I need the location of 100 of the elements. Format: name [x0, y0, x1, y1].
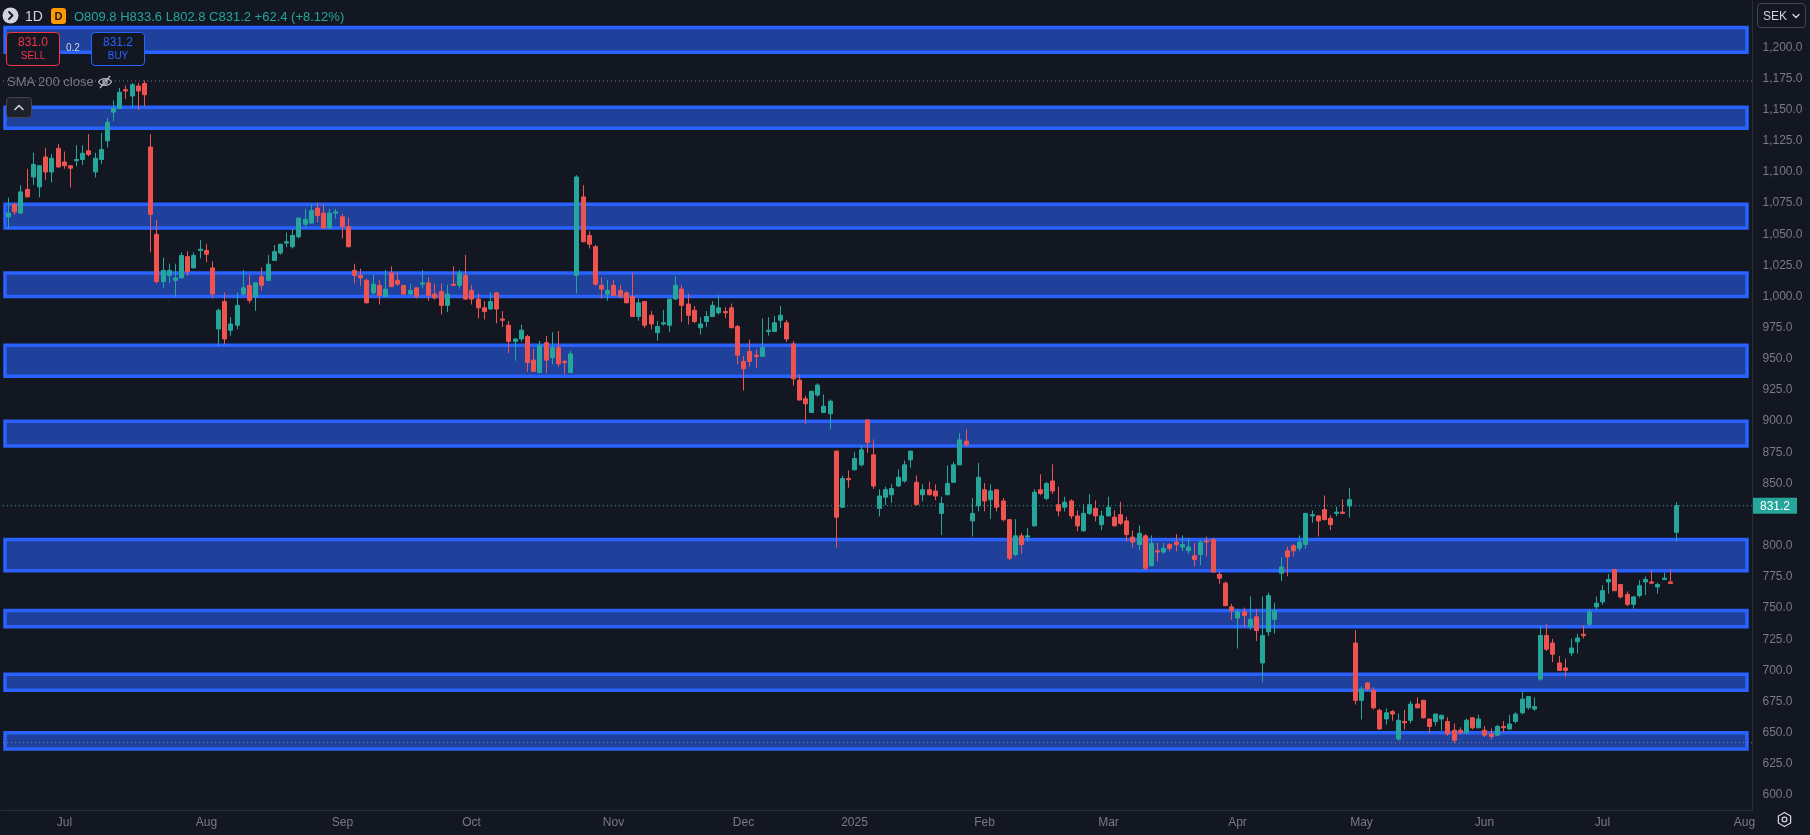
- candlestick: [241, 269, 246, 295]
- candlestick: [1198, 540, 1203, 566]
- candlestick: [1402, 709, 1407, 730]
- candlestick: [865, 419, 870, 453]
- candlestick: [25, 168, 30, 198]
- x-tick-label: May: [1350, 814, 1373, 829]
- candlestick: [1377, 708, 1382, 730]
- candlestick: [1093, 500, 1098, 522]
- y-tick-label: 750.0: [1762, 600, 1793, 615]
- candlestick: [253, 282, 258, 311]
- annotation: BUY: [107, 49, 129, 63]
- candlestick: [655, 321, 660, 341]
- x-tick-label: Jul: [56, 814, 73, 829]
- candlestick: [235, 292, 240, 330]
- y-tick-label: 650.0: [1762, 724, 1793, 739]
- x-tick-label: Jul: [1594, 814, 1611, 829]
- candlestick: [198, 240, 203, 259]
- candlestick: [1649, 570, 1654, 584]
- y-tick-label: 625.0: [1762, 756, 1793, 771]
- candlestick: [939, 496, 944, 536]
- candlestick: [1223, 581, 1228, 607]
- annotation: 831.2: [102, 35, 134, 49]
- candlestick: [636, 298, 641, 321]
- candlestick: [185, 251, 190, 276]
- candlestick: [86, 134, 91, 157]
- candlestick: [1371, 687, 1376, 710]
- candlestick: [754, 349, 759, 369]
- candlestick: [130, 82, 135, 108]
- candlestick: [364, 278, 369, 304]
- x-tick-label: Feb: [974, 814, 996, 829]
- candlestick: [1310, 510, 1315, 523]
- candlestick: [377, 279, 382, 305]
- candlestick: [550, 332, 555, 365]
- candlestick: [679, 284, 684, 323]
- candlestick: [1019, 532, 1024, 554]
- candlestick: [43, 147, 48, 180]
- y-tick-label: 1,125.0: [1762, 133, 1803, 148]
- candlestick: [1347, 487, 1352, 518]
- ref-line-label: 831.2: [1759, 498, 1791, 513]
- candlestick: [1056, 486, 1061, 517]
- candlestick: [945, 465, 950, 496]
- x-tick-label: 2025: [841, 814, 869, 829]
- candlestick: [451, 266, 456, 286]
- buy-button: 831.2 BUY: [91, 32, 145, 66]
- y-tick-label: 675.0: [1762, 693, 1793, 708]
- candlestick: [105, 117, 110, 148]
- candlestick: [784, 319, 789, 342]
- candlestick: [247, 274, 252, 304]
- candlestick: [1050, 464, 1055, 494]
- candlestick: [994, 489, 999, 512]
- candlestick: [49, 154, 54, 183]
- candlestick: [1137, 525, 1142, 551]
- candlestick: [439, 283, 444, 315]
- annotation: D: [50, 8, 66, 24]
- candlestick: [778, 306, 783, 329]
- candlestick: [568, 350, 573, 374]
- currency-dropdown: SEK: [1757, 3, 1806, 28]
- candlestick: [1359, 686, 1364, 720]
- text: O809.8 H833.6 L802.8 C831.2 +62.4 (+8.12%): [73, 8, 345, 24]
- candlestick: [6, 197, 11, 229]
- candlestick: [1408, 701, 1413, 724]
- x-tick-label: Apr: [1228, 814, 1247, 829]
- candlestick: [1248, 596, 1253, 630]
- candlestick: [914, 475, 919, 506]
- x-tick-label: Sep: [331, 814, 354, 829]
- candlestick: [1501, 721, 1506, 732]
- candlestick: [1340, 499, 1345, 514]
- candlestick: [1192, 542, 1197, 567]
- candlestick: [1013, 519, 1018, 557]
- x-tick-label: Nov: [602, 814, 625, 829]
- candlestick: [605, 279, 610, 301]
- y-tick-label: 1,000.0: [1762, 288, 1803, 303]
- y-tick-label: 1,100.0: [1762, 164, 1803, 179]
- y-tick-label: 1,050.0: [1762, 226, 1803, 241]
- x-tick-label: Aug: [1733, 814, 1756, 829]
- candlestick: [506, 321, 511, 354]
- candlestick: [1099, 510, 1104, 531]
- y-tick-label: 900.0: [1762, 413, 1793, 428]
- candlestick: [1575, 633, 1580, 654]
- candlestick: [642, 301, 647, 329]
- candlestick: [1581, 625, 1586, 639]
- candlestick: [259, 267, 264, 291]
- candlestick: [846, 470, 851, 488]
- candlestick: [18, 185, 23, 214]
- y-tick-label: 1,075.0: [1762, 195, 1803, 210]
- y-tick-label: 950.0: [1762, 351, 1793, 366]
- candlestick: [982, 483, 987, 512]
- x-tick-label: Jun: [1474, 814, 1495, 829]
- candlestick: [1038, 474, 1043, 496]
- annotation: SELL: [20, 49, 46, 63]
- candlestick: [760, 318, 765, 357]
- candlestick: [828, 399, 833, 430]
- candlestick: [123, 85, 128, 99]
- candlestick: [216, 308, 221, 346]
- x-tick-label: Mar: [1098, 814, 1119, 829]
- annotation: SMA 200 close: [7, 74, 94, 89]
- candlestick: [859, 445, 864, 467]
- y-tick-label: 1,175.0: [1762, 70, 1803, 85]
- candlestick: [266, 254, 271, 281]
- y-tick-label: 800.0: [1762, 538, 1793, 553]
